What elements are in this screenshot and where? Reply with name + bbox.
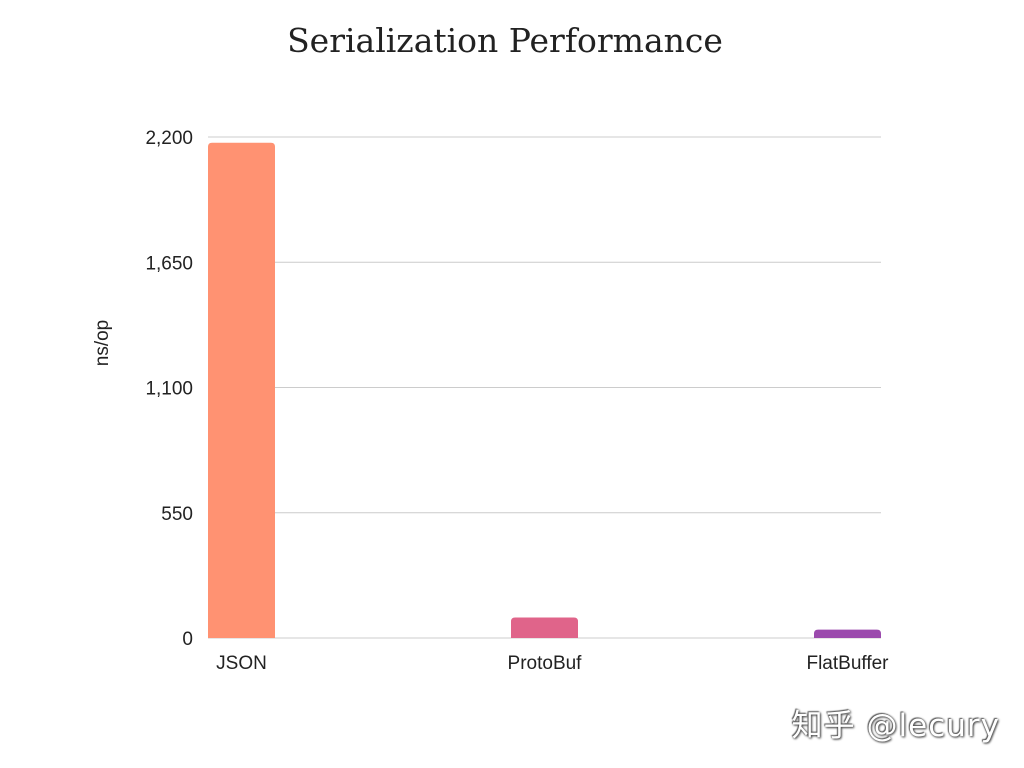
bar-json (208, 142, 275, 638)
y-tick-label: 550 (161, 504, 193, 525)
bar-protobuf (511, 617, 578, 638)
y-axis-ticks: 0 550 1,100 1,650 2,200 (145, 128, 193, 650)
bar-flatbuffer (814, 629, 881, 638)
chart-title: Serialization Performance (287, 21, 723, 60)
bars (208, 142, 881, 638)
y-axis-label: ns/op (92, 320, 113, 366)
x-axis-categories: JSON ProtoBuf FlatBuffer (216, 653, 889, 674)
y-tick-label: 1,650 (145, 253, 193, 274)
watermark: 知乎 @lecury (791, 708, 1000, 744)
y-tick-label: 2,200 (145, 128, 193, 149)
y-tick-label: 0 (182, 629, 193, 650)
x-category-label: ProtoBuf (508, 653, 583, 674)
x-category-label: FlatBuffer (806, 653, 889, 674)
y-tick-label: 1,100 (145, 379, 193, 400)
gridlines (208, 136, 881, 639)
x-category-label: JSON (216, 653, 267, 674)
